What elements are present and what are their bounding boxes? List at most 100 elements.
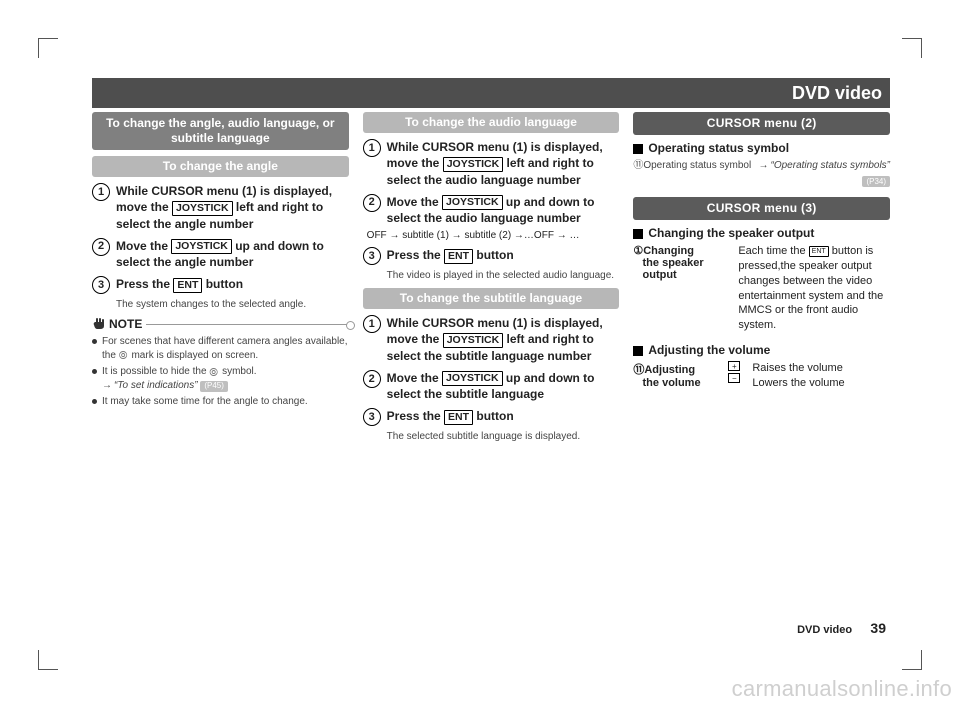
row-number: ⑪ [633, 364, 644, 376]
step-number-icon: 2 [363, 370, 381, 388]
footer-section: DVD video [797, 624, 852, 636]
step-text: Press the ENT button [387, 247, 620, 265]
speaker-output-row: ①Changing the speaker output Each time t… [633, 244, 890, 333]
step-3: 3 Press the ENT button [363, 408, 620, 426]
note-item: It may take some time for the angle to c… [92, 395, 349, 409]
step-text: While CURSOR menu (1) is displayed, move… [387, 139, 620, 188]
step-3: 3 Press the ENT button [363, 247, 620, 265]
column-2: To change the audio language 1 While CUR… [363, 112, 620, 449]
note-text: It is possible to hide the symbol. “To s… [102, 365, 257, 392]
hand-icon [92, 317, 106, 331]
heading-change-subtitle: To change the subtitle language [363, 288, 620, 309]
step-text: While CURSOR menu (1) is displayed, move… [116, 183, 349, 232]
step-2: 2 Move the JOYSTICK up and down to selec… [363, 194, 620, 227]
crop-mark [902, 38, 922, 58]
note-rule [146, 324, 348, 325]
crop-mark [38, 38, 58, 58]
header-title: DVD video [792, 83, 882, 104]
volume-down-key: − [728, 373, 740, 383]
ent-key: ENT [809, 246, 829, 257]
step-text: Press the ENT button [116, 276, 349, 294]
header-bar: DVD video [92, 78, 890, 108]
page-footer: DVD video 39 [797, 620, 886, 636]
page-ref: (P45) [200, 381, 228, 392]
heading-change-angle: To change the angle [92, 156, 349, 177]
square-icon [633, 144, 643, 154]
step-number-icon: 1 [363, 315, 381, 333]
page-content: DVD video To change the angle, audio lan… [92, 78, 890, 648]
joystick-key: JOYSTICK [171, 239, 232, 254]
note-text: It may take some time for the angle to c… [102, 395, 308, 409]
joystick-key: JOYSTICK [442, 195, 503, 210]
square-icon [633, 229, 643, 239]
cross-ref: ⑪Operating status symbol“Operating statu… [633, 159, 890, 189]
step-number-icon: 1 [92, 183, 110, 201]
step-text: While CURSOR menu (1) is displayed, move… [387, 315, 620, 364]
note-item: For scenes that have different camera an… [92, 335, 349, 362]
step-number-icon: 1 [363, 139, 381, 157]
watermark: carmanualsonline.info [732, 676, 952, 702]
step-text: Move the JOYSTICK up and down to select … [116, 238, 349, 271]
heading-cursor-menu-3: CURSOR menu (3) [633, 197, 890, 220]
volume-row: ⑪Adjusting the volume + − Raises the vol… [633, 361, 890, 391]
step-number-icon: 2 [92, 238, 110, 256]
ref-number: ⑪ [633, 160, 643, 171]
step-text-a: Press the [116, 277, 173, 291]
step-number-icon: 3 [92, 276, 110, 294]
step-2: 2 Move the JOYSTICK up and down to selec… [363, 370, 620, 403]
joystick-key: JOYSTICK [443, 157, 504, 172]
note-text: For scenes that have different camera an… [102, 335, 349, 362]
volume-buttons: + − [728, 361, 742, 391]
ent-key: ENT [444, 249, 473, 264]
ent-key: ENT [444, 410, 473, 425]
ent-key: ENT [173, 278, 202, 293]
step-2: 2 Move the JOYSTICK up and down to selec… [92, 238, 349, 271]
column-3: CURSOR menu (2) Operating status symbol … [633, 112, 890, 449]
row-desc: Each time the ENT button is pressed,the … [738, 244, 890, 333]
columns: To change the angle, audio language, or … [92, 112, 890, 449]
crop-mark [38, 650, 58, 670]
camera-angle-icon [119, 350, 129, 360]
note-item: It is possible to hide the symbol. “To s… [92, 365, 349, 392]
note-heading: NOTE [92, 317, 349, 331]
sequence-text: OFF → subtitle (1) → subtitle (2) →…OFF … [367, 230, 620, 241]
cross-ref: “To set indications” [102, 380, 198, 391]
column-1: To change the angle, audio language, or … [92, 112, 349, 449]
step-number-icon: 3 [363, 408, 381, 426]
subhead-speaker-output: Changing the speaker output [633, 226, 890, 240]
volume-up-key: + [728, 361, 740, 371]
bullet-icon [92, 339, 97, 344]
step-number-icon: 2 [363, 194, 381, 212]
footer-page-number: 39 [870, 620, 886, 636]
square-icon [633, 346, 643, 356]
row-number: ① [633, 245, 643, 257]
step-text-a: Move the [116, 239, 171, 253]
camera-angle-icon [209, 367, 219, 377]
crop-mark [902, 650, 922, 670]
step-explain: The system changes to the selected angle… [116, 298, 349, 311]
step-explain: The selected subtitle language is displa… [387, 430, 620, 443]
step-3: 3 Press the ENT button [92, 276, 349, 294]
step-1: 1 While CURSOR menu (1) is displayed, mo… [92, 183, 349, 232]
page-ref: (P34) [862, 176, 890, 187]
heading-cursor-menu-2: CURSOR menu (2) [633, 112, 890, 135]
bullet-icon [92, 399, 97, 404]
heading-change-audio: To change the audio language [363, 112, 620, 133]
step-text: Move the JOYSTICK up and down to select … [387, 194, 620, 227]
step-text: Press the ENT button [387, 408, 620, 426]
step-text-b: button [202, 277, 243, 291]
row-label: ①Changing the speaker output [633, 244, 728, 333]
subhead-operating-status: Operating status symbol [633, 141, 890, 155]
step-text: Move the JOYSTICK up and down to select … [387, 370, 620, 403]
joystick-key: JOYSTICK [443, 333, 504, 348]
step-1: 1 While CURSOR menu (1) is displayed, mo… [363, 139, 620, 188]
step-number-icon: 3 [363, 247, 381, 265]
heading-change-options: To change the angle, audio language, or … [92, 112, 349, 150]
joystick-key: JOYSTICK [442, 371, 503, 386]
row-desc: Raises the volume Lowers the volume [752, 361, 890, 391]
row-label: ⑪Adjusting the volume [633, 361, 718, 391]
subhead-volume: Adjusting the volume [633, 343, 890, 357]
note-label: NOTE [92, 317, 142, 331]
bullet-icon [92, 369, 97, 374]
joystick-key: JOYSTICK [172, 201, 233, 216]
